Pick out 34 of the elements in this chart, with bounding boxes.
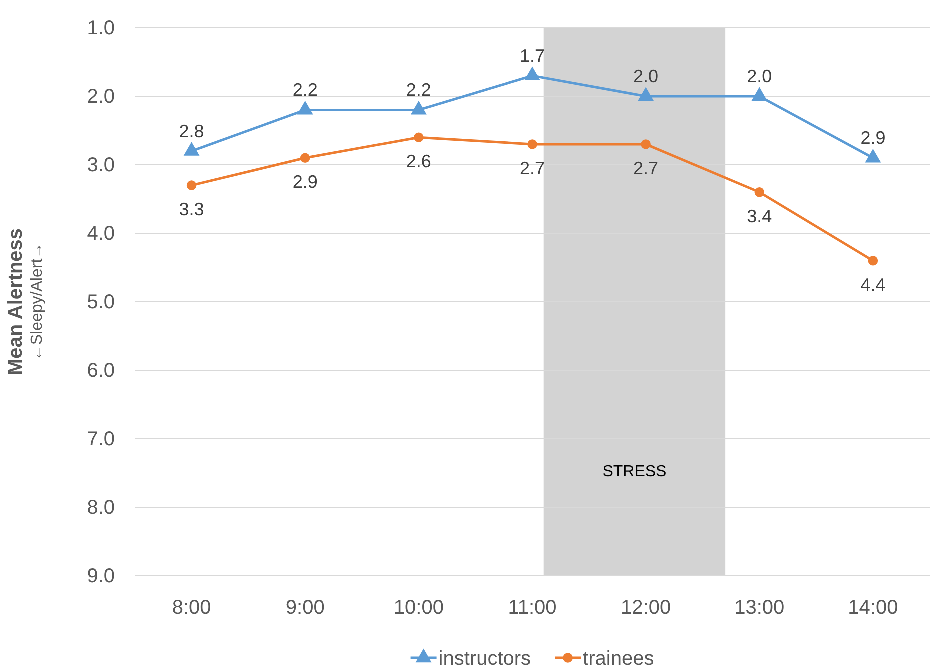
y-tick-label: 1.0 — [87, 17, 115, 40]
legend-label: instructors — [438, 648, 532, 670]
band-label: STRESS — [602, 464, 667, 481]
data-label: 2.2 — [406, 80, 432, 100]
y-tick-label: 7.0 — [87, 428, 115, 450]
data-label: 2.6 — [406, 152, 432, 172]
y-tick-label: 9.0 — [87, 565, 115, 588]
data-label: 2.2 — [292, 80, 318, 100]
data-label: 2.0 — [634, 66, 659, 86]
data-label: 2.8 — [179, 121, 204, 142]
x-tick-label: 12:00 — [621, 597, 672, 620]
data-label: 2.9 — [860, 128, 886, 148]
y-axis-title: Mean Alertness ←Sleepy/Alert→ — [5, 228, 46, 376]
data-label: 2.9 — [292, 172, 318, 192]
y-tick-label: 2.0 — [87, 86, 115, 108]
y-tick-label: 8.0 — [87, 496, 115, 519]
x-tick-label: 14:00 — [848, 597, 898, 620]
y-tick-label: 5.0 — [87, 291, 115, 314]
x-tick-label: 11:00 — [508, 597, 557, 620]
y-tick-label: 6.0 — [87, 360, 115, 382]
y-tick-label: 4.0 — [87, 222, 115, 245]
data-label: 2.0 — [747, 66, 772, 86]
data-label: 3.4 — [747, 206, 772, 226]
x-tick-label: 13:00 — [734, 597, 785, 620]
data-label: 3.3 — [179, 200, 204, 220]
x-tick-label: 8:00 — [172, 597, 212, 620]
data-label: 4.4 — [860, 274, 886, 295]
data-label: 2.7 — [520, 158, 546, 178]
x-tick-label: 10:00 — [394, 597, 444, 620]
data-label: 1.7 — [520, 46, 546, 66]
data-label: 2.7 — [634, 158, 659, 178]
x-tick-label: 9:00 — [286, 597, 325, 620]
y-tick-label: 3.0 — [87, 154, 115, 176]
legend-label: trainees — [583, 648, 654, 670]
